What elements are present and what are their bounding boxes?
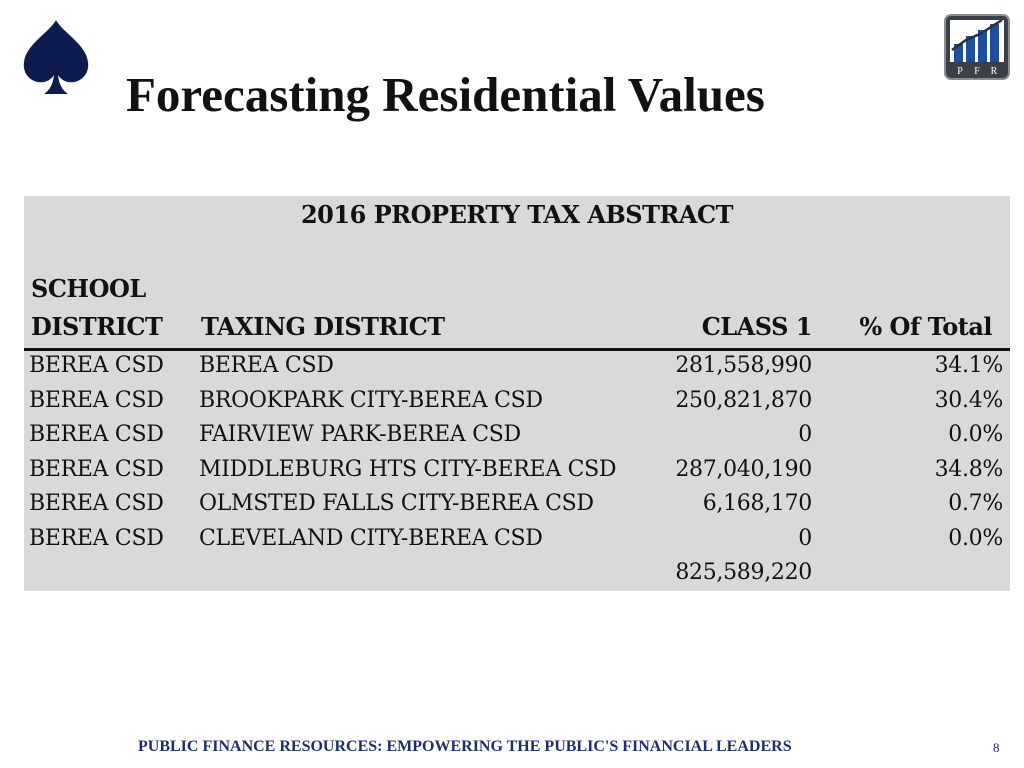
cell-class1: 250,821,870 — [675, 387, 812, 413]
table-row: BEREA CSD OLMSTED FALLS CITY-BEREA CSD 6… — [24, 489, 1010, 524]
page-number: 8 — [993, 740, 1000, 755]
table-row: BEREA CSD BROOKPARK CITY-BEREA CSD 250,8… — [24, 386, 1010, 421]
pfr-logo-icon: P F R — [944, 14, 1010, 80]
slide-title: Forecasting Residential Values — [126, 67, 765, 122]
cell-pct-of-total: 34.8% — [934, 456, 1004, 482]
cell-school-district: BEREA CSD — [29, 456, 164, 482]
header-taxing-district: TAXING DISTRICT — [201, 312, 445, 341]
logo-letter-p: P — [957, 66, 963, 77]
cell-school-district: BEREA CSD — [29, 353, 164, 378]
cell-pct-of-total: 0.0% — [948, 525, 1003, 551]
header-divider — [24, 348, 1010, 351]
cell-school-district: BEREA CSD — [29, 525, 164, 551]
spade-icon — [23, 20, 89, 94]
slide-footer: PUBLIC FINANCE RESOURCES: EMPOWERING THE… — [138, 738, 792, 755]
header-school-line1: SCHOOL — [31, 274, 146, 303]
cell-class1: 281,558,990 — [675, 353, 812, 378]
header-class1: CLASS 1 — [701, 312, 813, 341]
cell-taxing-district: CLEVELAND CITY-BEREA CSD — [199, 525, 543, 551]
table-row: BEREA CSD BEREA CSD 281,558,990 34.1% — [24, 351, 1010, 386]
cell-pct-of-total: 30.4% — [934, 387, 1004, 413]
cell-class1: 0 — [798, 422, 812, 447]
cell-pct-of-total: 0.0% — [948, 422, 1003, 447]
cell-taxing-district: BROOKPARK CITY-BEREA CSD — [199, 387, 543, 413]
cell-school-district: BEREA CSD — [29, 422, 164, 447]
table-body: BEREA CSD BEREA CSD 281,558,990 34.1% BE… — [24, 351, 1010, 593]
cell-taxing-district: OLMSTED FALLS CITY-BEREA CSD — [199, 491, 594, 516]
cell-taxing-district: BEREA CSD — [199, 353, 334, 378]
logo-letter-r: R — [991, 66, 998, 77]
table-row: BEREA CSD MIDDLEBURG HTS CITY-BEREA CSD … — [24, 455, 1010, 490]
cell-school-district: BEREA CSD — [29, 491, 164, 516]
cell-class1-total: 825,589,220 — [675, 560, 812, 585]
table-row: BEREA CSD CLEVELAND CITY-BEREA CSD 0 0.0… — [24, 524, 1010, 559]
cell-class1: 0 — [798, 525, 812, 551]
cell-school-district: BEREA CSD — [29, 387, 164, 413]
header-pct-of-total: % Of Total — [859, 312, 992, 341]
cell-taxing-district: MIDDLEBURG HTS CITY-BEREA CSD — [199, 456, 617, 482]
table-caption: 2016 PROPERTY TAX ABSTRACT — [300, 200, 734, 229]
header-school-line2: DISTRICT — [31, 312, 163, 341]
cell-class1: 6,168,170 — [702, 491, 813, 516]
property-tax-table: 2016 PROPERTY TAX ABSTRACT SCHOOL DISTRI… — [24, 196, 1010, 591]
table-total-row: 825,589,220 — [24, 558, 1010, 593]
table-row: BEREA CSD FAIRVIEW PARK-BEREA CSD 0 0.0% — [24, 420, 1010, 455]
logo-letter-f: F — [974, 66, 980, 77]
cell-pct-of-total: 34.1% — [934, 353, 1004, 378]
cell-taxing-district: FAIRVIEW PARK-BEREA CSD — [199, 422, 521, 447]
cell-pct-of-total: 0.7% — [948, 491, 1003, 516]
cell-class1: 287,040,190 — [675, 456, 812, 482]
